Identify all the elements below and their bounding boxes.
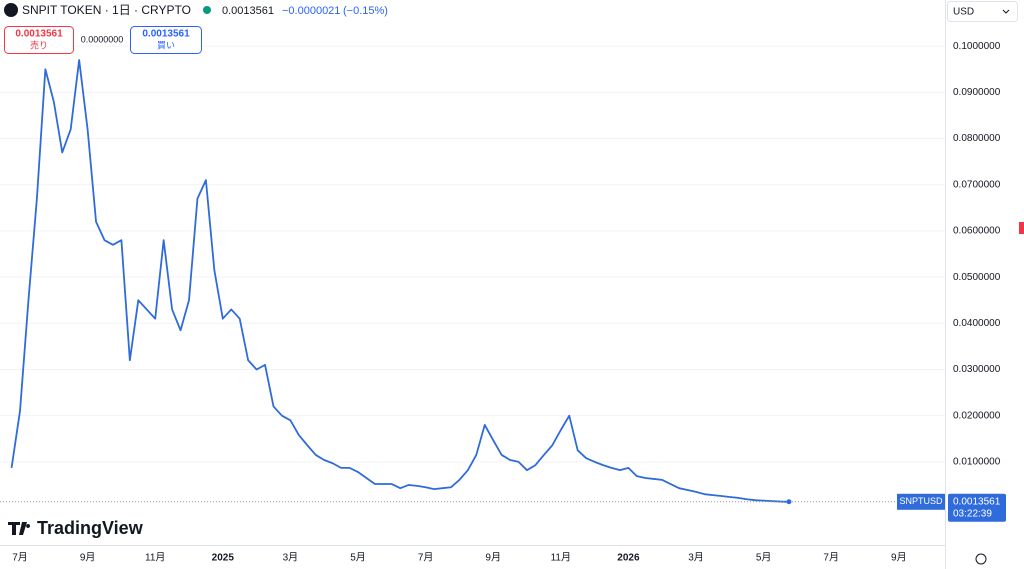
- spread: 0.0000000: [81, 34, 124, 44]
- sell-price[interactable]: 0.0013561: [15, 29, 63, 40]
- buy-label[interactable]: 買い: [157, 40, 175, 50]
- x-tick-label: 9月: [80, 552, 96, 564]
- brand: TradingView: [37, 518, 144, 538]
- x-tick-label: 7月: [12, 552, 28, 564]
- x-tick-label: 5月: [756, 552, 772, 564]
- x-tick-label: 7月: [823, 552, 839, 564]
- sell-label[interactable]: 売り: [30, 39, 48, 50]
- symbol-icon: [4, 3, 18, 17]
- dropdown-icon[interactable]: [1002, 9, 1010, 14]
- y-tick-label: 0.0200000: [953, 410, 1001, 421]
- market-status: [203, 6, 211, 14]
- price-tag: [948, 493, 1006, 522]
- y-tick-label: 0.0100000: [953, 457, 1001, 468]
- symbol-label: SNPTUSD: [899, 496, 943, 506]
- y-tick-label: 0.0900000: [953, 87, 1001, 98]
- brand-logo: [8, 522, 31, 535]
- y-tick-label: 0.1000000: [953, 41, 1001, 52]
- header-change-pct: (−0.15%): [343, 5, 388, 17]
- x-tick-label: 7月: [418, 552, 434, 564]
- x-tick-label: 5月: [350, 552, 366, 564]
- y-tick-label: 0.0500000: [953, 272, 1001, 283]
- alert-marker: [1019, 222, 1024, 234]
- currency[interactable]: USD: [953, 7, 974, 18]
- header-change: −0.0000021: [282, 5, 340, 17]
- x-tick-label: 11月: [145, 552, 165, 564]
- last-price-dot: [786, 499, 792, 505]
- x-tick-label: 9月: [891, 552, 907, 564]
- x-tick-label: 9月: [485, 552, 501, 564]
- header-price: 0.0013561: [222, 5, 274, 17]
- currency-select[interactable]: [947, 1, 1018, 22]
- price-line: [10, 59, 789, 503]
- symbol-tag: [897, 493, 945, 510]
- chart-title: SNPIT TOKEN · 1日 · CRYPTO: [22, 3, 191, 17]
- y-tick-label: 0.0300000: [953, 364, 1001, 375]
- x-tick-label: 3月: [283, 552, 299, 564]
- x-tick-label: 3月: [688, 552, 704, 564]
- y-tick-label: 0.0700000: [953, 179, 1001, 190]
- y-tick-label: 0.0400000: [953, 318, 1001, 329]
- x-tick-label: 11月: [551, 552, 571, 564]
- sell-button[interactable]: [4, 26, 74, 54]
- x-tick-label: 2026: [617, 553, 640, 564]
- x-tick-label: 2025: [212, 553, 235, 564]
- buy-price[interactable]: 0.0013561: [142, 29, 190, 40]
- y-tick-label: 0.0600000: [953, 226, 1001, 237]
- buy-button[interactable]: [130, 26, 202, 54]
- settings-icon[interactable]: [975, 553, 987, 565]
- price-tag-label: 0.0013561: [953, 496, 1001, 507]
- countdown: 03:22:39: [953, 508, 992, 519]
- y-tick-label: 0.0800000: [953, 133, 1001, 144]
